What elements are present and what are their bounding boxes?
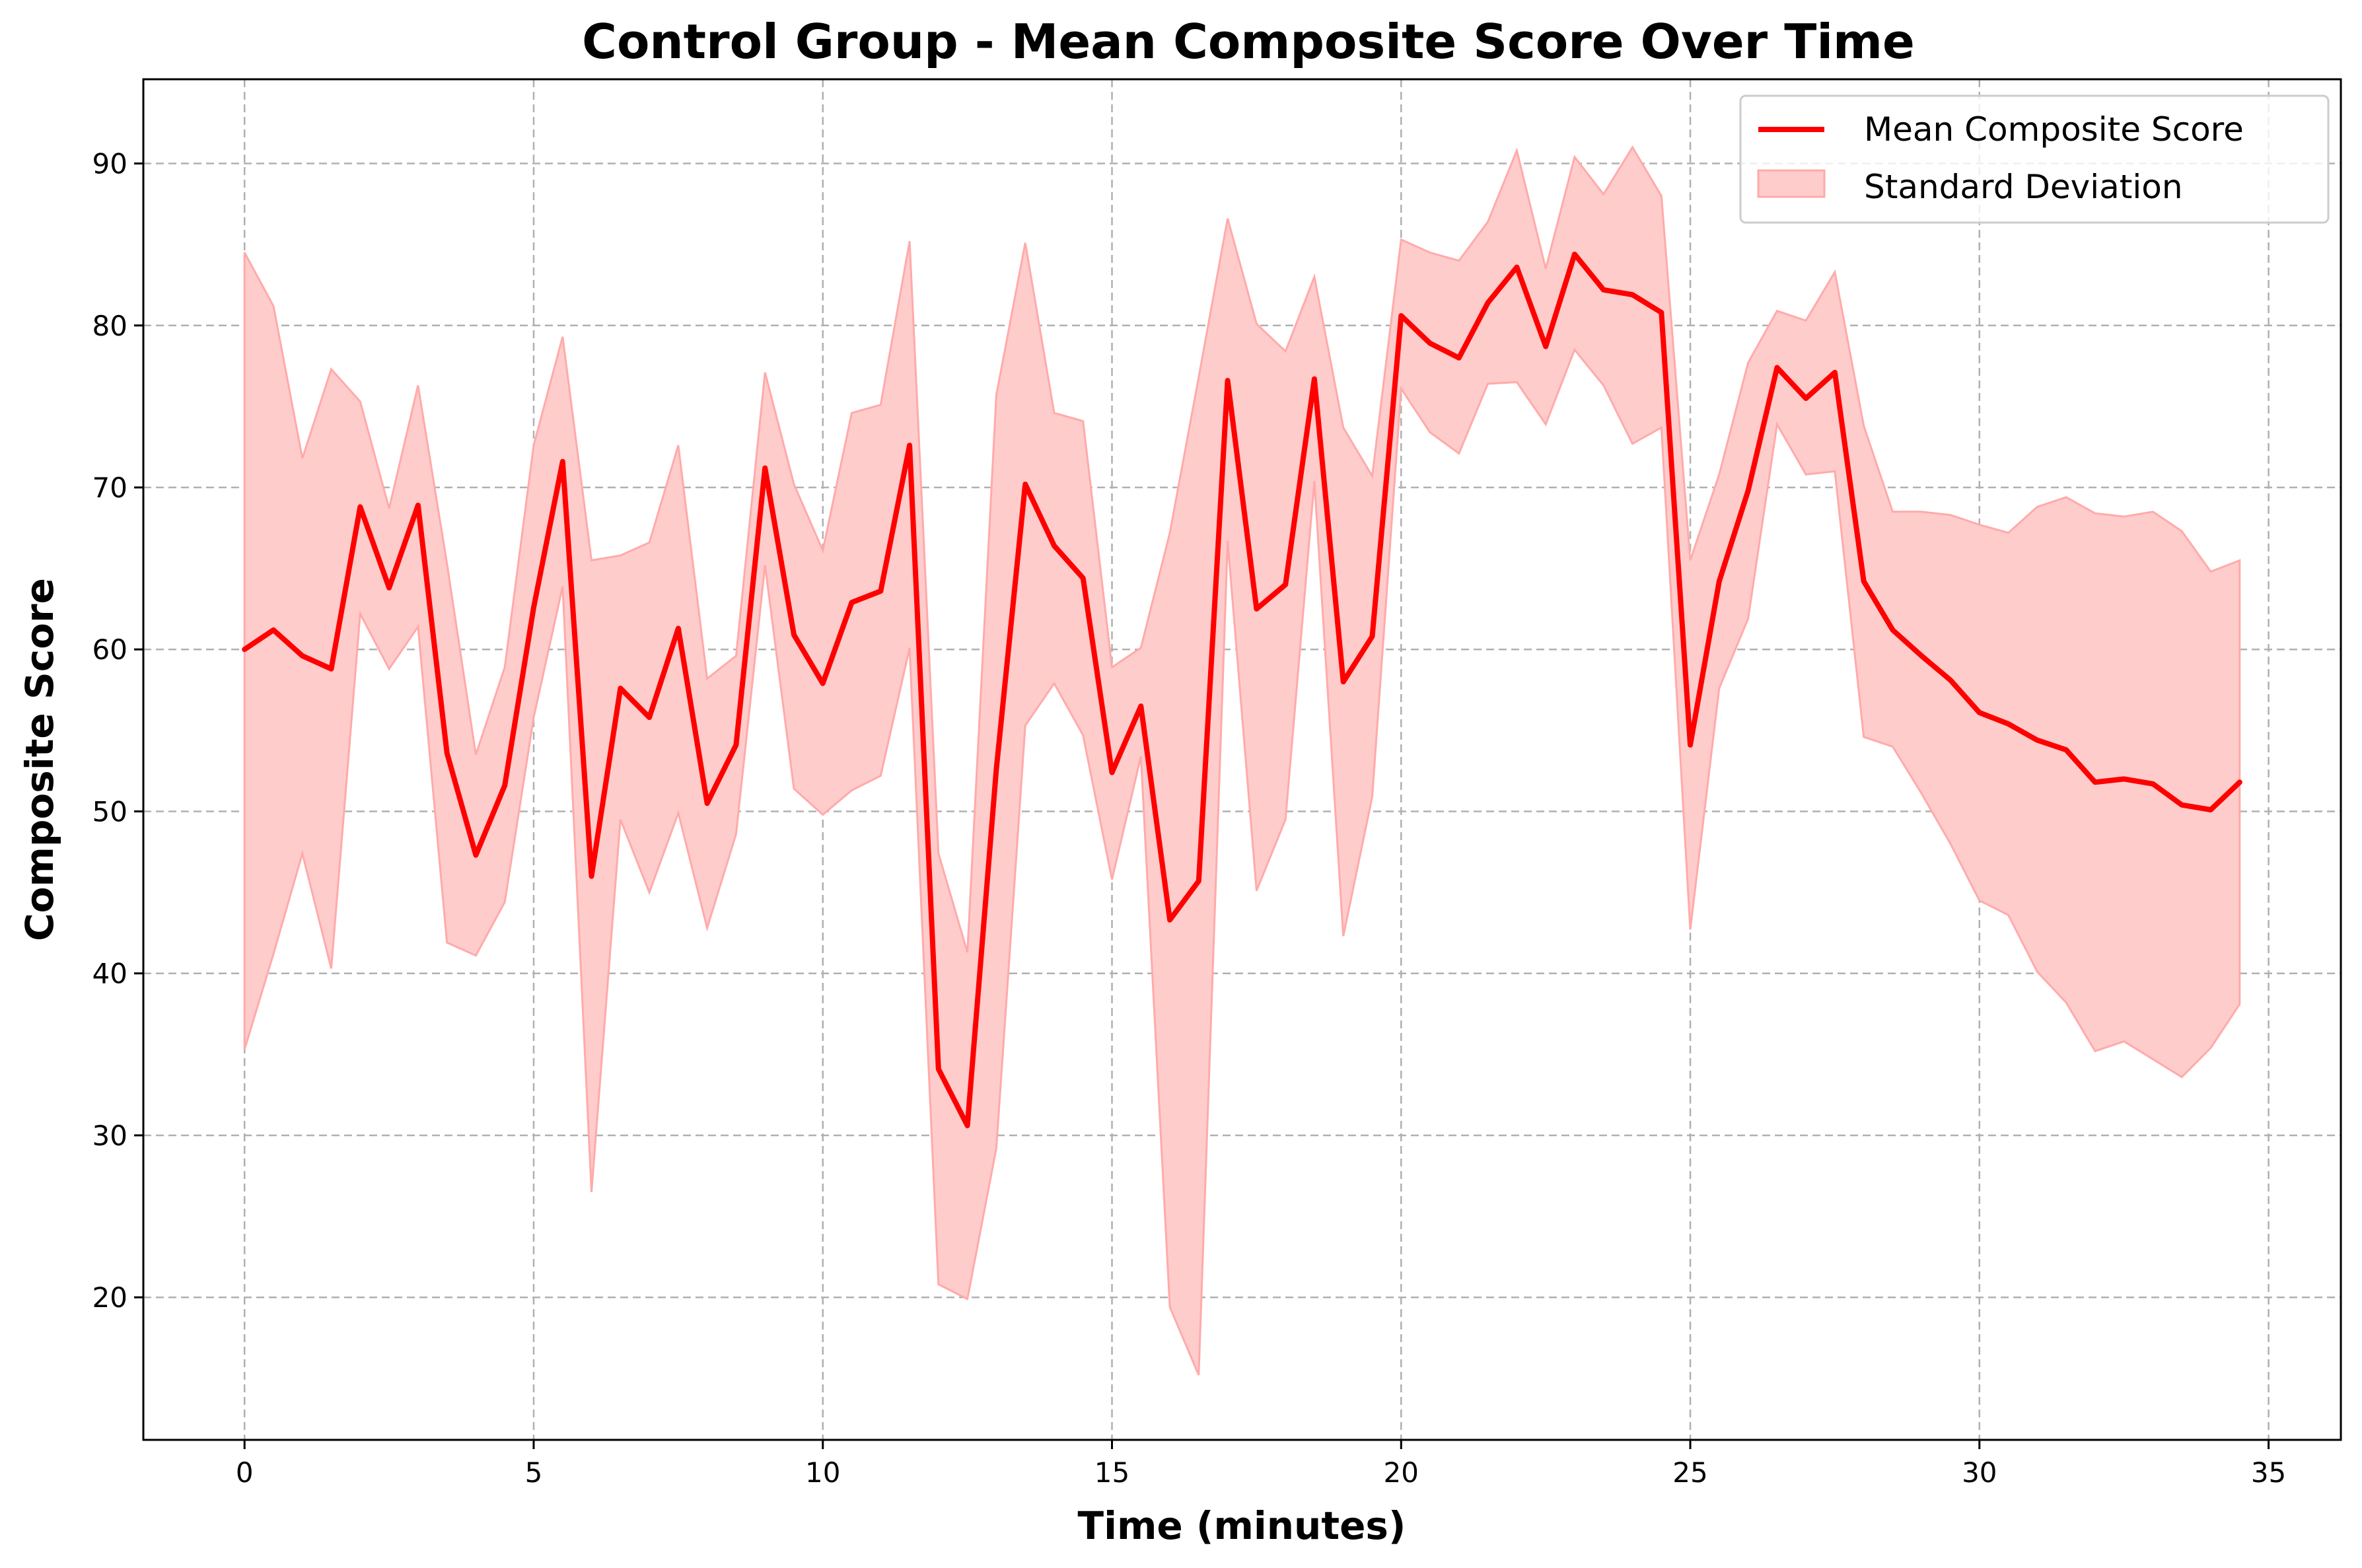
x-tick-label: 25	[1672, 1456, 1707, 1489]
legend-box	[1739, 94, 2330, 224]
legend: Mean Composite Score Standard Deviation	[1739, 94, 2330, 224]
chart-title: Control Group - Mean Composite Score Ove…	[582, 14, 1915, 69]
x-tick-label: 10	[805, 1456, 840, 1489]
mean-line-layer	[242, 251, 2242, 1129]
std-band-layer	[243, 145, 2241, 1376]
y-tick-label: 30	[92, 1120, 127, 1152]
legend-label-mean: Mean Composite Score	[1864, 110, 2244, 149]
x-tick-label: 30	[1962, 1456, 1997, 1489]
y-tick-label: 80	[92, 310, 127, 342]
x-tick-label: 20	[1384, 1456, 1419, 1489]
y-tick-label: 60	[92, 633, 127, 666]
plot-frame	[142, 78, 2342, 1441]
y-tick-label: 40	[92, 958, 127, 990]
tick-layer: 0 5 10 15 20 25 30 35 20 30 40 50 60 70 80 90	[92, 148, 2287, 1489]
y-tick-label: 50	[92, 795, 127, 828]
legend-band-swatch	[1757, 169, 1826, 198]
y-tick-label: 20	[92, 1281, 127, 1314]
x-tick-label: 5	[525, 1456, 543, 1489]
y-tick-label: 70	[92, 472, 127, 504]
x-tick-label: 15	[1094, 1456, 1129, 1489]
legend-label-std: Standard Deviation	[1864, 168, 2183, 206]
x-tick-label: 0	[236, 1456, 254, 1489]
y-tick-label: 90	[92, 148, 127, 180]
x-tick-label: 35	[2251, 1456, 2286, 1489]
y-axis-title: Composite Score	[17, 578, 62, 941]
std-deviation-band	[243, 145, 2241, 1376]
x-axis-title: Time (minutes)	[1078, 1503, 1406, 1548]
mean-composite-score-line	[242, 251, 2242, 1129]
